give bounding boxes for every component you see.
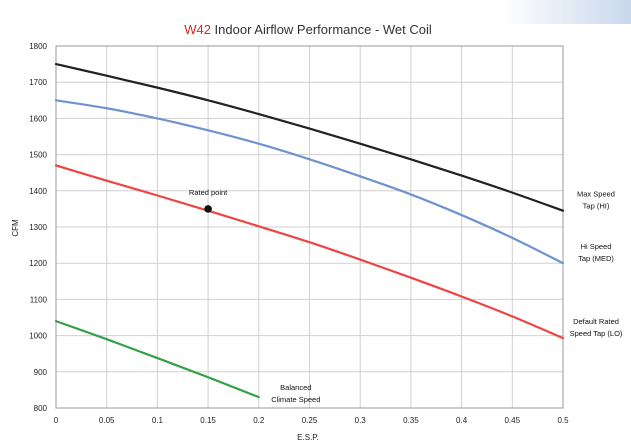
y-tick-label: 1200 (29, 259, 47, 268)
x-axis-label: E.S.P. (297, 433, 319, 442)
series-line-hi-speed-tap-med (54, 99, 565, 265)
y-tick-label: 1800 (29, 42, 47, 51)
x-axis-ticks: 0 0.05 0.1 0.15 0.2 0.25 0.3 0.35 0.4 0.45 0.5 (54, 416, 569, 425)
chart-title: W42 Indoor Airflow Performance - Wet Coi… (184, 22, 432, 37)
series-labels: Max Speed Tap (HI) Hi Speed Tap (MED) Defaul… (271, 190, 623, 404)
x-tick-label: 0.35 (403, 416, 419, 425)
series-label-line: Hi Speed (581, 242, 612, 251)
y-tick-label: 1500 (29, 151, 47, 160)
series-line-balanced-climate-speed (54, 320, 260, 399)
x-tick-label: 0 (54, 416, 59, 425)
x-tick-label: 0.25 (302, 416, 318, 425)
series-label-line: Tap (MED) (578, 254, 614, 263)
corner-decoration (501, 0, 631, 24)
series-lines (54, 62, 565, 399)
x-tick-label: 0.15 (200, 416, 216, 425)
x-tick-label: 0.3 (355, 416, 367, 425)
series-label-line: Climate Speed (271, 395, 320, 404)
x-tick-label: 0.05 (99, 416, 115, 425)
series-label-line: Default Rated (573, 317, 619, 326)
plot-area-border (55, 45, 564, 409)
x-tick-label: 0.2 (253, 416, 265, 425)
series-label-line: Balanced (280, 383, 311, 392)
y-tick-label: 1000 (29, 332, 47, 341)
y-tick-label: 800 (34, 404, 48, 413)
series-label-line: Speed Tap (LO) (570, 329, 623, 338)
x-tick-label: 0.45 (505, 416, 521, 425)
y-axis-ticks: 800 900 1000 1100 1200 1300 1400 1500 1600 1700 18… (29, 42, 47, 413)
series-line-max-speed-tap-hi (54, 62, 565, 212)
rated-point-marker (204, 205, 212, 213)
series-label-line: Tap (HI) (583, 202, 610, 211)
y-tick-label: 1700 (29, 78, 47, 87)
chart-title-model: W42 (184, 22, 211, 37)
y-tick-label: 1400 (29, 187, 47, 196)
chart-title-text: Indoor Airflow Performance - Wet Coil (211, 22, 432, 37)
x-tick-label: 0.5 (557, 416, 569, 425)
y-axis-label: CFM (11, 219, 20, 237)
series-label: Balanced Climate Speed (271, 383, 320, 404)
annotations: Rated point (189, 188, 228, 213)
x-tick-label: 0.4 (456, 416, 468, 425)
rated-point-label: Rated point (189, 188, 228, 197)
y-tick-label: 1300 (29, 223, 47, 232)
series-label: Max Speed Tap (HI) (577, 190, 615, 211)
series-label: Hi Speed Tap (MED) (578, 242, 614, 263)
y-tick-label: 1600 (29, 114, 47, 123)
plot-border (55, 45, 564, 409)
y-tick-label: 900 (34, 368, 48, 377)
x-tick-label: 0.1 (152, 416, 164, 425)
y-tick-label: 1100 (30, 295, 48, 304)
series-label: Default Rated Speed Tap (LO) (570, 317, 623, 338)
series-line-default-rated-speed-tap-lo (54, 164, 565, 340)
series-label-line: Max Speed (577, 190, 615, 199)
